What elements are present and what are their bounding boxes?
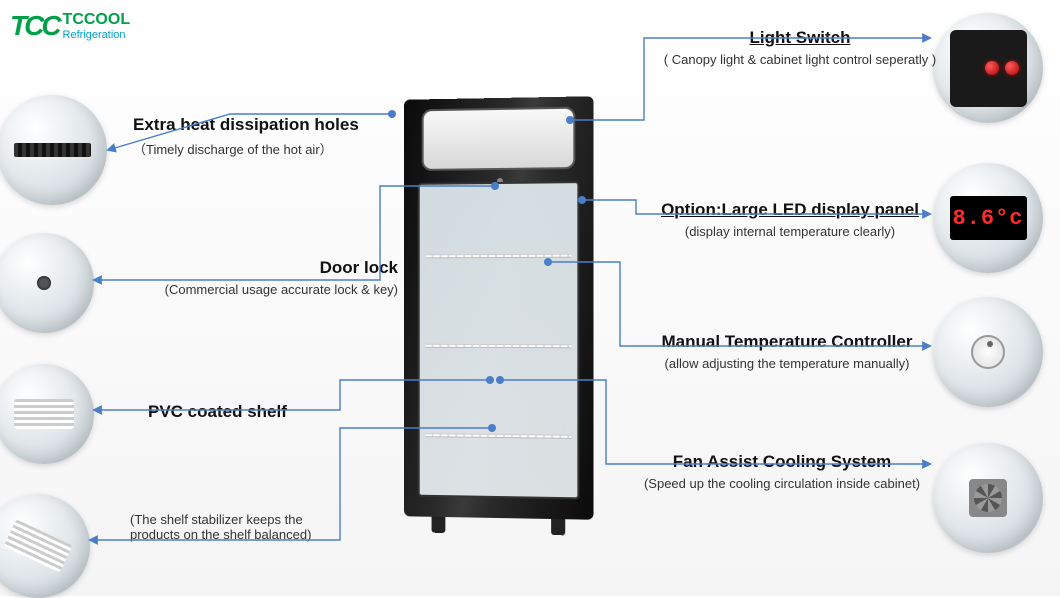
logo-sub: Refrigeration [63, 30, 131, 41]
detail-led-icon: 8.6°c [933, 163, 1043, 273]
detail-stabilizer-icon [0, 494, 90, 598]
detail-manual-icon [933, 297, 1043, 407]
callout-lock-title: Door lock [128, 258, 398, 278]
logo-brand: TCCOOL [63, 12, 131, 28]
callout-manual-title: Manual Temperature Controller [632, 332, 942, 352]
callout-lock: Door lock (Commercial usage accurate lock… [128, 258, 398, 297]
callout-light-sub: ( Canopy light & cabinet light control s… [660, 52, 940, 67]
product-illustration [383, 98, 613, 536]
callout-heat: Extra heat dissipation holes （Timely disc… [133, 115, 393, 158]
callout-fan-title: Fan Assist Cooling System [622, 452, 942, 472]
callout-manual-sub: (allow adjusting the temperature manuall… [632, 356, 942, 371]
detail-fan-icon [933, 443, 1043, 553]
callout-shelf: PVC coated shelf [148, 402, 378, 422]
callout-light: Light Switch ( Canopy light & cabinet lig… [660, 28, 940, 67]
callout-fan: Fan Assist Cooling System (Speed up the c… [622, 452, 942, 491]
callout-heat-title: Extra heat dissipation holes [133, 115, 393, 135]
callout-led-title: Option:Large LED display panel [640, 200, 940, 220]
callout-led-sub: (display internal temperature clearly) [640, 224, 940, 239]
callout-manual: Manual Temperature Controller (allow adju… [632, 332, 942, 371]
detail-light-icon [933, 13, 1043, 123]
detail-heat-icon [0, 95, 107, 205]
callout-heat-sub: （Timely discharge of the hot air） [133, 139, 393, 158]
detail-shelf-icon [0, 364, 94, 464]
callout-led: Option:Large LED display panel (display i… [640, 200, 940, 239]
brand-logo: TCC TCCOOL Refrigeration [10, 10, 130, 42]
callout-stabilizer: (The shelf stabilizer keeps the products… [130, 508, 340, 542]
callout-shelf-title: PVC coated shelf [148, 402, 378, 422]
callout-lock-sub: (Commercial usage accurate lock & key) [128, 282, 398, 297]
logo-mark: TCC [10, 10, 59, 42]
detail-lock-icon [0, 233, 94, 333]
callout-fan-sub: (Speed up the cooling circulation inside… [622, 476, 942, 491]
callout-stabilizer-sub: (The shelf stabilizer keeps the products… [130, 512, 340, 542]
callout-light-title: Light Switch [660, 28, 940, 48]
